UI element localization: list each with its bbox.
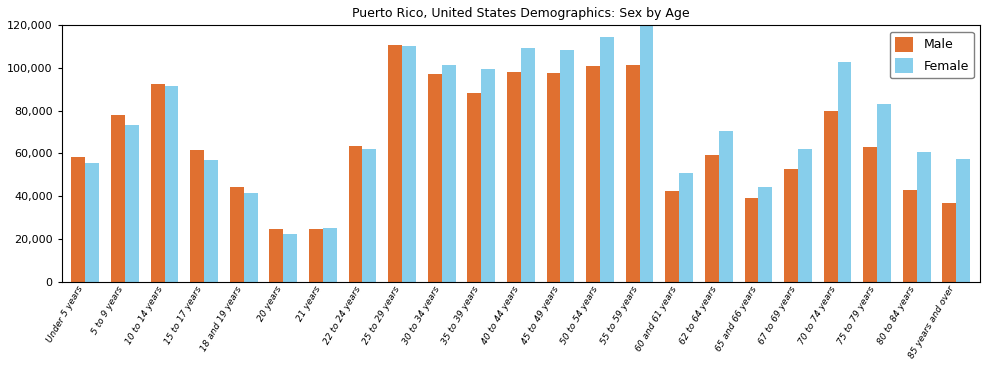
Bar (916, 152, 930, 281)
Bar (942, 203, 955, 281)
Bar (244, 193, 257, 281)
Bar (560, 50, 574, 281)
Bar (757, 186, 771, 281)
Bar (362, 149, 376, 281)
Bar (309, 229, 322, 281)
Bar (625, 65, 639, 281)
Bar (902, 190, 916, 281)
Bar (704, 155, 718, 281)
Bar (204, 160, 218, 281)
Bar (111, 115, 125, 281)
Bar (507, 72, 521, 281)
Bar (71, 157, 85, 281)
Title: Puerto Rico, United States Demographics: Sex by Age: Puerto Rico, United States Demographics:… (352, 7, 689, 20)
Bar (521, 48, 534, 281)
Bar (863, 147, 877, 281)
Legend: Male, Female: Male, Female (888, 32, 973, 78)
Bar (743, 198, 757, 281)
Bar (665, 191, 678, 281)
Bar (230, 186, 244, 281)
Bar (718, 131, 732, 281)
Bar (877, 104, 890, 281)
Bar (151, 84, 165, 281)
Bar (546, 73, 560, 281)
Bar (85, 163, 100, 281)
Bar (387, 44, 401, 281)
Bar (401, 46, 415, 281)
Bar (823, 111, 837, 281)
Bar (797, 149, 810, 281)
Bar (190, 150, 204, 281)
Bar (599, 37, 613, 281)
Bar (783, 170, 797, 281)
Bar (639, 26, 653, 281)
Bar (283, 233, 297, 281)
Bar (125, 125, 139, 281)
Bar (481, 69, 495, 281)
Bar (467, 92, 481, 281)
Bar (955, 159, 969, 281)
Bar (837, 62, 851, 281)
Bar (427, 75, 441, 281)
Bar (678, 173, 692, 281)
Bar (441, 65, 456, 281)
Bar (348, 146, 362, 281)
Bar (165, 86, 178, 281)
Bar (586, 66, 599, 281)
Bar (322, 228, 336, 281)
Bar (269, 229, 283, 281)
